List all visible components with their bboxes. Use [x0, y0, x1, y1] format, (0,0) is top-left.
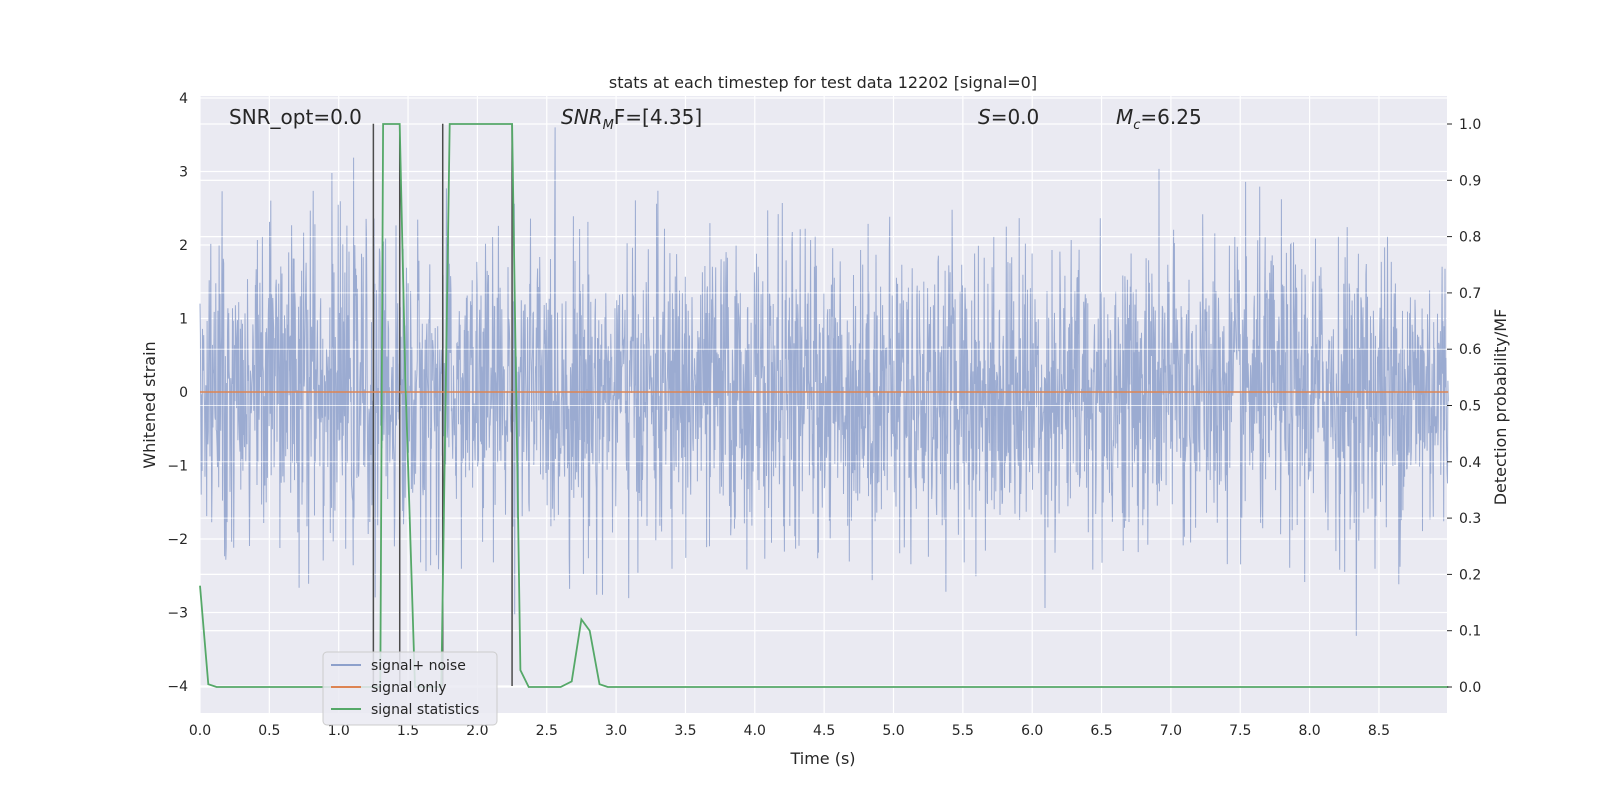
y-axis-ticks: 4 3 2 1 0 −1 −2 −3 −4 — [167, 91, 188, 695]
y-tick-label: 0 — [179, 385, 188, 401]
x-axis-label: Time (s) — [789, 749, 855, 768]
mc-symbol: M — [1116, 105, 1133, 129]
x-tick-label: 5.5 — [952, 723, 974, 739]
x-tick-label: 8.0 — [1298, 723, 1320, 739]
y2-tick-label: 0.9 — [1459, 173, 1481, 189]
annotation-mc: Mc=6.25 — [1116, 105, 1202, 133]
x-tick-label: 1.0 — [328, 723, 350, 739]
y2-tick-label: 0.0 — [1459, 680, 1481, 696]
y2-tick-label: 1.0 — [1459, 117, 1481, 133]
x-tick-label: 3.5 — [674, 723, 696, 739]
x-tick-label: 7.0 — [1160, 723, 1182, 739]
legend-label-signal-only: signal only — [371, 680, 446, 696]
snr-mf-subscript: M — [603, 118, 614, 133]
y-tick-label: −4 — [167, 679, 188, 695]
x-tick-label: 0.0 — [189, 723, 211, 739]
x-tick-label: 2.0 — [466, 723, 488, 739]
x-tick-label: 7.5 — [1229, 723, 1251, 739]
y-tick-label: −1 — [167, 459, 188, 475]
legend-box — [322, 651, 498, 726]
mc-subscript: c — [1133, 118, 1140, 133]
y2-tick-label: 0.3 — [1459, 511, 1481, 527]
legend-label-signal-statistics: signal statistics — [371, 702, 479, 718]
legend: signal+ noise signal only signal statist… — [322, 651, 498, 726]
y2-tick-label: 0.4 — [1459, 455, 1481, 471]
y-axis-label: Whitened strain — [140, 341, 159, 468]
x-tick-label: 5.0 — [882, 723, 904, 739]
y-tick-label: 1 — [179, 312, 188, 328]
x-tick-label: 0.5 — [258, 723, 280, 739]
s-value: =0.0 — [991, 105, 1040, 129]
y-tick-label: 3 — [179, 165, 188, 181]
chart-title: stats at each timestep for test data 122… — [609, 73, 1037, 92]
x-tick-label: 4.0 — [744, 723, 766, 739]
y2-axis-ticks: 1.0 0.9 0.8 0.7 0.6 0.5 0.4 0.3 0.2 0.1 0.0 — [1447, 117, 1481, 696]
s-symbol: S — [978, 105, 991, 129]
y2-tick-label: 0.8 — [1459, 230, 1481, 246]
x-tick-label: 6.0 — [1021, 723, 1043, 739]
y2-tick-label: 0.2 — [1459, 567, 1481, 583]
y-tick-label: −2 — [167, 532, 188, 548]
y-tick-label: 4 — [179, 91, 188, 107]
x-tick-label: 1.5 — [397, 723, 419, 739]
x-tick-label: 3.0 — [605, 723, 627, 739]
legend-label-signal-noise: signal+ noise — [371, 658, 466, 674]
x-tick-label: 6.5 — [1090, 723, 1112, 739]
annotation-snr-opt: SNR_opt=0.0 — [229, 105, 362, 129]
mc-value: =6.25 — [1140, 105, 1201, 129]
x-tick-label: 4.5 — [813, 723, 835, 739]
y-tick-label: −3 — [167, 606, 188, 622]
y2-tick-label: 0.6 — [1459, 342, 1481, 358]
annotation-s: S=0.0 — [978, 105, 1039, 129]
snr-mf-symbol: SNR — [561, 105, 603, 129]
x-axis-ticks: 0.0 0.5 1.0 1.5 2.0 2.5 3.0 3.5 4.0 4.5 5.0 5.5 6.0 6… — [189, 723, 1390, 739]
snr-mf-value: F=[4.35] — [614, 105, 702, 129]
annotation-snr-mf: SNRMF=[4.35] — [561, 105, 702, 133]
y2-tick-label: 0.7 — [1459, 286, 1481, 302]
signal-plus-noise-line — [199, 127, 1449, 636]
y2-tick-label: 0.1 — [1459, 624, 1481, 640]
y-tick-label: 2 — [179, 238, 188, 254]
y2-tick-label: 0.5 — [1459, 399, 1481, 415]
x-tick-label: 8.5 — [1368, 723, 1390, 739]
y2-axis-label: Detection probability/MF — [1491, 309, 1510, 506]
x-tick-label: 2.5 — [536, 723, 558, 739]
